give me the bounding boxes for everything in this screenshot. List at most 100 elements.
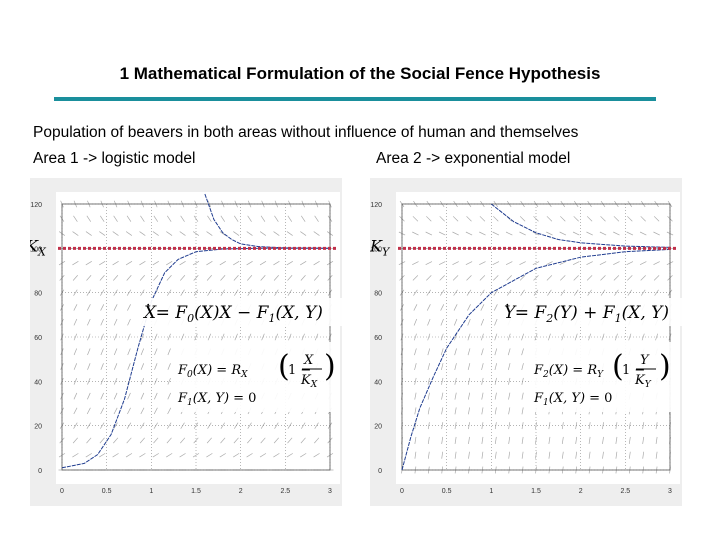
direction-mark [452, 261, 459, 265]
direction-mark [100, 377, 104, 385]
equation-main: Y· = F2(Y) + F1(X, Y) [504, 298, 669, 325]
direction-mark [152, 453, 159, 458]
axes-box [401, 203, 671, 471]
direction-mark [588, 451, 591, 459]
direction-mark [247, 437, 253, 444]
direction-mark [494, 451, 497, 459]
direction-mark [167, 333, 171, 341]
direction-mark [479, 275, 486, 281]
direction-mark [602, 436, 604, 444]
direction-mark [427, 318, 431, 326]
direction-mark [126, 437, 132, 444]
direction-mark [286, 453, 293, 458]
direction-mark [468, 436, 470, 444]
equation-f0-paren-right: ) [324, 349, 336, 384]
y-tick-label: 40 [374, 379, 382, 386]
direction-mark [572, 261, 580, 265]
direction-mark [575, 451, 578, 459]
direction-mark [274, 215, 279, 222]
direction-mark [167, 392, 171, 400]
direction-mark [86, 215, 92, 222]
direction-mark [481, 377, 484, 385]
direction-mark [413, 304, 418, 311]
direction-mark [479, 261, 486, 265]
direction-mark [100, 363, 104, 370]
direction-mark [454, 348, 457, 356]
direction-mark [521, 363, 524, 371]
direction-mark [100, 333, 104, 341]
direction-mark [87, 363, 91, 370]
direction-mark [73, 333, 78, 341]
direction-mark [87, 377, 91, 385]
direction-mark [425, 231, 433, 236]
direction-mark [287, 422, 292, 429]
direction-mark [506, 289, 512, 296]
direction-mark [438, 261, 446, 265]
direction-mark [600, 275, 606, 281]
x-tick-label: 0 [60, 488, 64, 495]
direction-mark [112, 231, 119, 236]
direction-mark [193, 275, 199, 281]
direction-mark [493, 304, 498, 311]
direction-mark [639, 261, 647, 265]
direction-mark [561, 422, 564, 430]
direction-mark [508, 407, 511, 415]
direction-mark [73, 422, 78, 429]
direction-mark [413, 318, 418, 326]
direction-mark [113, 363, 118, 370]
direction-mark [454, 377, 457, 385]
direction-mark [439, 275, 445, 281]
y-tick-label: 100 [370, 246, 382, 253]
direction-mark [72, 453, 79, 458]
equation-f2-paren-right: ) [659, 349, 671, 384]
direction-mark [73, 318, 78, 326]
direction-mark [452, 231, 459, 236]
direction-mark [140, 348, 145, 356]
grid [61, 203, 331, 471]
direction-mark [139, 275, 145, 281]
direction-mark [166, 453, 173, 458]
direction-mark [179, 453, 186, 458]
direction-mark [494, 436, 497, 444]
direction-mark [233, 453, 240, 458]
direction-mark [481, 436, 484, 444]
area2-plot-panel: 0 0.5 1 1.5 2 2.5 3 0 20 40 60 80 100 120 KY Y· = F2(… [370, 178, 682, 506]
direction-mark [481, 451, 484, 459]
direction-mark [246, 453, 253, 458]
direction-mark [140, 289, 145, 296]
direction-mark [426, 275, 432, 281]
direction-mark [259, 453, 267, 458]
direction-mark [112, 453, 119, 458]
direction-mark [113, 377, 118, 385]
direction-mark [441, 451, 444, 459]
y-tick-label: 60 [34, 335, 42, 342]
direction-mark [441, 407, 444, 415]
y-tick-label: 20 [34, 424, 42, 431]
direction-mark [100, 304, 105, 311]
equation-main: X· = F0(X)X − F1(X, Y) [142, 298, 323, 325]
direction-mark [546, 275, 553, 281]
direction-mark [233, 275, 239, 281]
direction-mark [100, 407, 105, 415]
direction-mark [412, 261, 419, 265]
direction-mark [113, 407, 118, 415]
equation-f0-one: 1 − [288, 363, 311, 378]
direction-mark [586, 275, 593, 281]
direction-mark [427, 451, 430, 459]
direction-mark [73, 215, 78, 222]
direction-mark [113, 304, 118, 311]
plot-area [56, 192, 340, 484]
direction-mark [72, 260, 79, 266]
direction-mark [492, 231, 500, 236]
direction-mark [521, 407, 524, 415]
direction-mark [572, 231, 580, 236]
direction-mark [414, 392, 417, 400]
direction-mark [454, 392, 457, 400]
direction-mark [438, 231, 446, 236]
direction-mark [247, 422, 252, 429]
direction-mark [153, 407, 158, 415]
direction-mark [100, 318, 104, 326]
direction-mark [627, 216, 633, 222]
direction-mark [573, 216, 579, 222]
direction-mark [454, 422, 457, 430]
